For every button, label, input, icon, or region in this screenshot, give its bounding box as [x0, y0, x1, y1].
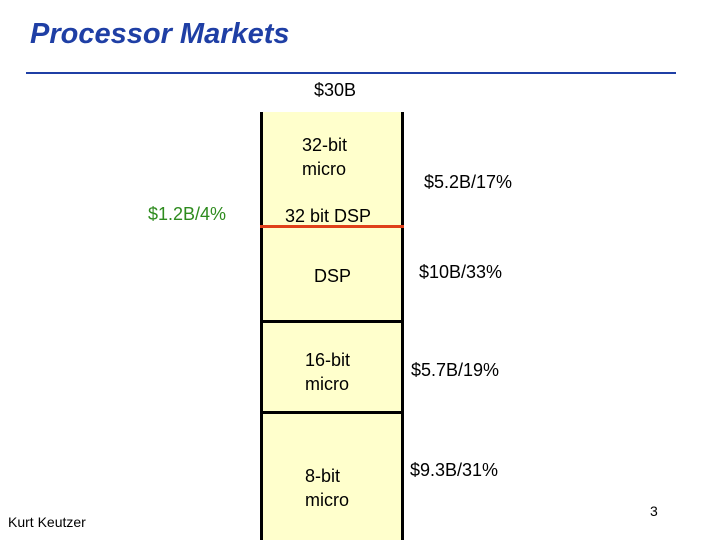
title-rule — [26, 72, 676, 74]
segment-label-32bit-dsp: 32 bit DSP — [285, 206, 372, 226]
divider-32bit-dsp — [260, 225, 404, 228]
segment-label-8bit-micro: 8-bit micro — [305, 466, 349, 510]
divider-16bit-8bit — [260, 411, 404, 414]
value-dsp: $10B/33% — [419, 262, 503, 282]
value-32bit-dsp: $1.2B/4% — [148, 204, 227, 224]
segment-label-16bit-micro: 16-bit micro — [305, 350, 351, 394]
slide-title: Processor Markets — [30, 18, 290, 50]
column-right-edge — [401, 112, 404, 540]
value-32bit-micro: $5.2B/17% — [424, 172, 513, 192]
segment-label-32bit-micro: 32-bit micro — [302, 135, 348, 179]
segment-label-dsp: DSP — [314, 266, 352, 286]
divider-dsp-16bit — [260, 320, 404, 323]
footer-author: Kurt Keutzer — [8, 514, 86, 530]
column-left-edge — [260, 112, 263, 540]
page-number: 3 — [650, 503, 658, 519]
market-column — [260, 112, 402, 540]
total-market-label: $30B — [313, 80, 357, 100]
value-16bit-micro: $5.7B/19% — [411, 360, 500, 380]
value-8bit-micro: $9.3B/31% — [410, 460, 499, 480]
